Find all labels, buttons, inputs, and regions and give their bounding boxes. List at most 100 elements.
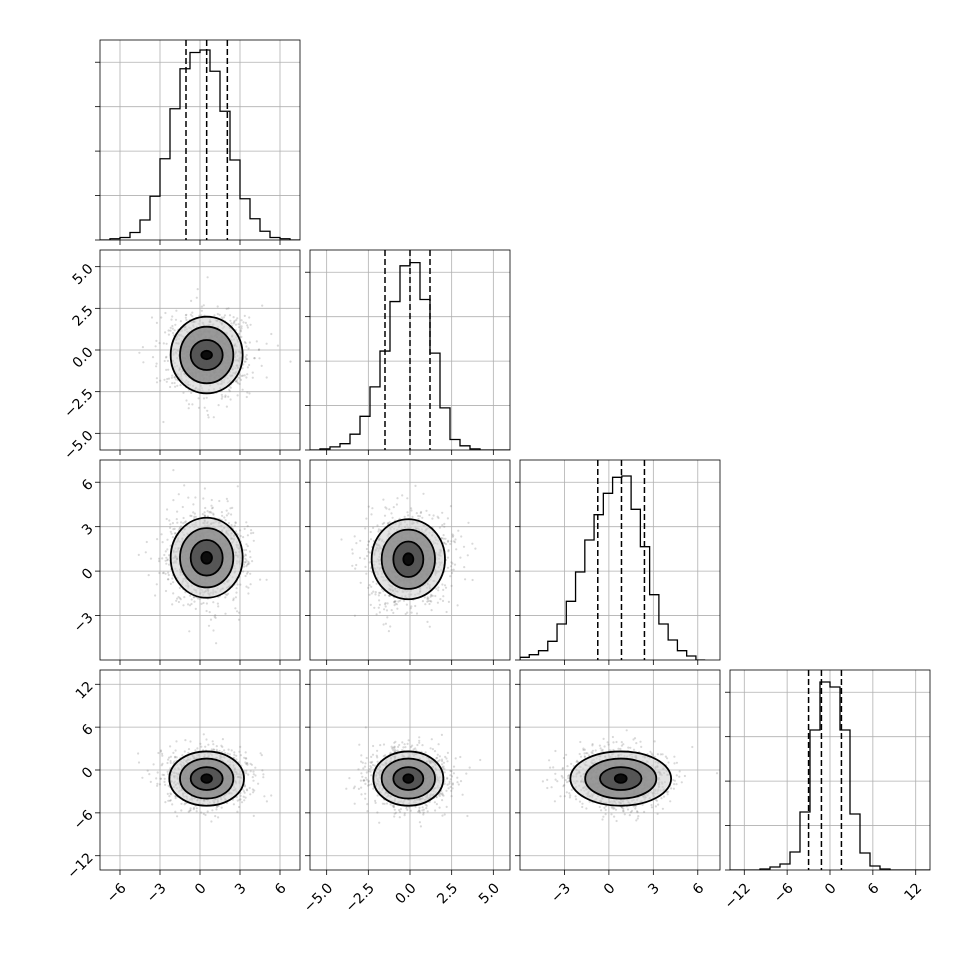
scatter-point <box>185 399 188 402</box>
scatter-point <box>247 560 250 564</box>
scatter-point <box>234 521 237 524</box>
scatter-point <box>372 590 375 593</box>
scatter-point <box>149 557 153 560</box>
scatter-point <box>204 506 207 510</box>
scatter-point <box>206 510 209 513</box>
scatter-point <box>355 563 358 567</box>
scatter-point <box>188 604 192 607</box>
scatter-point <box>164 550 167 553</box>
scatter-point <box>261 304 264 307</box>
scatter-point <box>378 603 381 606</box>
scatter-point <box>218 499 221 503</box>
scatter-point <box>155 321 158 324</box>
contour-0 <box>169 315 244 395</box>
scatter-point <box>446 556 450 559</box>
scatter-point <box>165 342 168 345</box>
scatter-point <box>415 511 418 515</box>
scatter-point <box>254 766 257 769</box>
scatter-point <box>422 492 425 495</box>
scatter-point <box>437 586 440 589</box>
scatter-point <box>217 605 220 608</box>
scatter-point <box>173 376 176 379</box>
scatter-point <box>174 378 177 381</box>
scatter-point <box>171 331 175 335</box>
scatter-point <box>460 535 463 538</box>
scatter-point <box>414 604 417 608</box>
scatter-point <box>237 618 241 621</box>
scatter-point <box>241 367 244 370</box>
scatter-point <box>245 345 248 348</box>
scatter-point <box>442 588 445 592</box>
scatter-point <box>245 788 248 791</box>
scatter-point <box>375 613 378 616</box>
scatter-point <box>392 611 395 615</box>
scatter-point <box>370 585 373 588</box>
scatter-point <box>426 597 429 601</box>
scatter-point <box>463 566 466 569</box>
scatter-point <box>215 808 218 811</box>
scatter-point <box>353 535 356 538</box>
scatter-point <box>231 506 234 509</box>
scatter-point <box>247 773 250 776</box>
scatter-point <box>234 379 237 383</box>
scatter-point <box>246 563 249 566</box>
scatter-point <box>387 594 391 597</box>
scatter-point <box>246 391 249 394</box>
scatter-point <box>394 602 397 605</box>
scatter-point <box>221 514 224 517</box>
scatter-point <box>177 600 180 604</box>
scatter-point <box>388 521 391 524</box>
contour-2 <box>392 540 425 578</box>
scatter-point <box>214 614 217 617</box>
scatter-point <box>159 777 162 780</box>
scatter-point <box>426 620 429 624</box>
scatter-point <box>210 507 214 510</box>
scatter-point <box>242 321 245 324</box>
scatter-point <box>263 795 266 798</box>
scatter-point <box>236 382 239 385</box>
scatter-point <box>443 584 447 587</box>
scatter-point <box>235 587 238 590</box>
scatter-point <box>377 528 380 531</box>
scatter-point <box>241 388 244 391</box>
scatter-point <box>229 507 232 510</box>
scatter-point <box>239 378 243 381</box>
scatter-point <box>370 592 373 595</box>
scatter-point <box>376 524 379 527</box>
scatter-point <box>203 487 206 490</box>
scatter-point <box>359 581 362 584</box>
scatter-point <box>423 596 426 599</box>
scatter-point <box>410 509 413 512</box>
scatter-point <box>238 750 241 753</box>
scatter-point <box>245 357 248 360</box>
scatter-point <box>166 559 169 562</box>
scatter-point <box>155 583 158 586</box>
scatter-point <box>225 405 228 408</box>
scatter-point <box>207 624 211 627</box>
scatter-point <box>169 530 172 533</box>
scatter-point <box>384 622 387 625</box>
scatter-point <box>218 749 221 753</box>
scatter-point <box>244 557 247 560</box>
scatter-point <box>455 548 458 551</box>
scatter-point <box>239 583 242 586</box>
scatter-point <box>421 600 424 603</box>
scatter-point <box>171 536 174 539</box>
density-level-3 <box>201 551 213 564</box>
scatter-point <box>208 511 211 514</box>
panel-2-2 <box>515 459 721 665</box>
scatter-point <box>457 529 460 532</box>
scatter-point <box>385 507 388 510</box>
scatter-point <box>172 592 175 595</box>
scatter-point <box>187 603 190 606</box>
scatter-point <box>239 745 242 749</box>
scatter-point <box>351 548 354 551</box>
scatter-point <box>259 578 262 581</box>
scatter-point <box>250 529 253 532</box>
scatter-point <box>270 332 273 336</box>
scatter-point <box>158 342 161 345</box>
scatter-point <box>249 572 252 575</box>
scatter-point <box>246 525 249 528</box>
scatter-point <box>246 324 249 327</box>
